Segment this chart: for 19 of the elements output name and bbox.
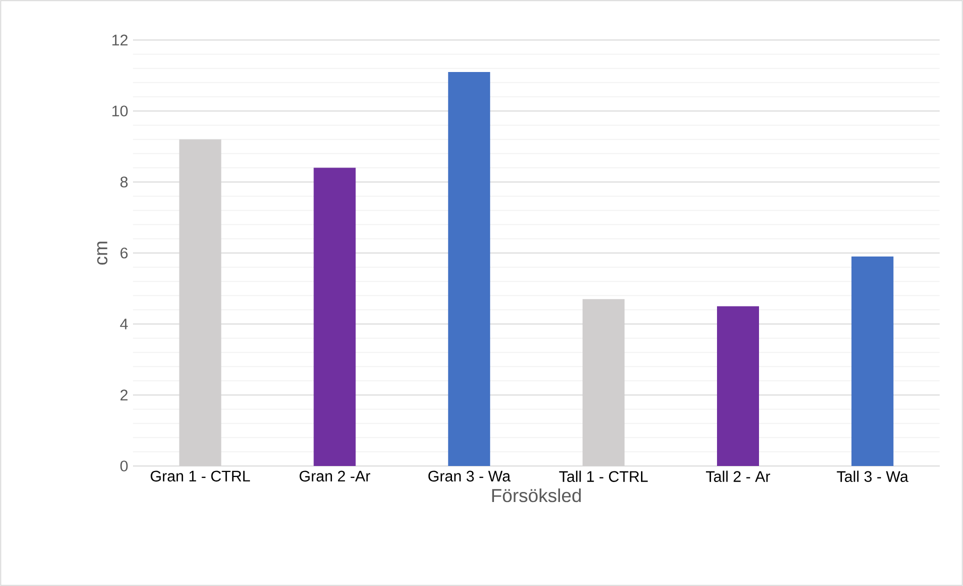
- bar: [851, 256, 894, 466]
- y-tick-label: 12: [112, 34, 128, 46]
- x-tick-label: Gran 1 - CTRL: [150, 470, 250, 482]
- bar: [314, 168, 356, 466]
- y-tick-label: 8: [120, 176, 128, 188]
- y-tick-label: 4: [120, 318, 128, 330]
- x-tick-label: Tall 3 - Wa: [836, 470, 908, 482]
- y-tick-label: 10: [112, 106, 128, 116]
- y-axis-title: cm: [97, 242, 108, 265]
- y-tick-label: 2: [120, 390, 128, 400]
- x-tick-label: Tall 2 - Ar: [706, 470, 770, 482]
- x-tick-label: Gran 3 - Wa: [428, 470, 511, 482]
- bar: [717, 306, 760, 466]
- y-tick-label: 6: [120, 248, 128, 258]
- bar: [448, 72, 490, 466]
- x-tick-label: Gran 2 -Ar: [300, 470, 370, 482]
- x-tick-label: Tall 1 - CTRL: [559, 470, 648, 482]
- y-tick-label: 0: [120, 460, 128, 472]
- x-axis-title: Försöksled: [492, 488, 581, 502]
